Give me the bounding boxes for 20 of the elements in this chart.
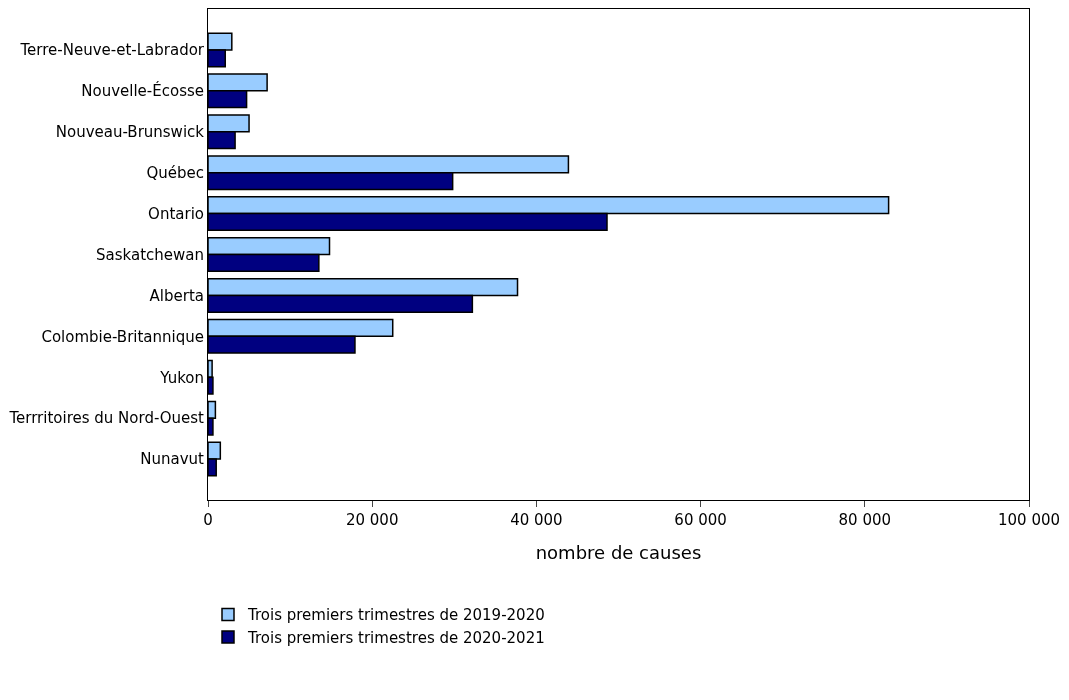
x-tick-label: 0	[203, 511, 213, 529]
y-tick-label: Colombie-Britannique	[41, 327, 204, 346]
x-tick-label: 60 000	[674, 511, 727, 529]
x-tick-label: 100 000	[997, 511, 1061, 529]
x-axis-title: nombre de causes	[535, 542, 702, 564]
x-tick-label: 20 000	[345, 511, 399, 529]
y-tick-label: Québec	[146, 163, 204, 182]
y-tick-label: Saskatchewan	[96, 245, 204, 264]
y-tick-label: Ontario	[148, 204, 204, 223]
y-tick-label: Nouveau-Brunswick	[55, 123, 205, 141]
x-tick-label: 80 000	[838, 511, 892, 529]
x-tick-label: 40 000	[510, 511, 563, 529]
y-tick-label: Nouvelle-Écosse	[81, 81, 204, 101]
legend-label: Trois premiers trimestres de 2019-2020	[247, 606, 545, 625]
y-tick-label: Terre-Neuve-et-Labrador	[19, 41, 205, 60]
y-tick-label: Nunavut	[140, 450, 205, 469]
legend-label: Trois premiers trimestres de 2020-2021	[247, 628, 545, 647]
y-tick-label: Yukon	[159, 368, 204, 387]
y-tick-label: Terrritoires du Nord-Ouest	[8, 409, 205, 428]
y-tick-label: Alberta	[149, 286, 204, 305]
